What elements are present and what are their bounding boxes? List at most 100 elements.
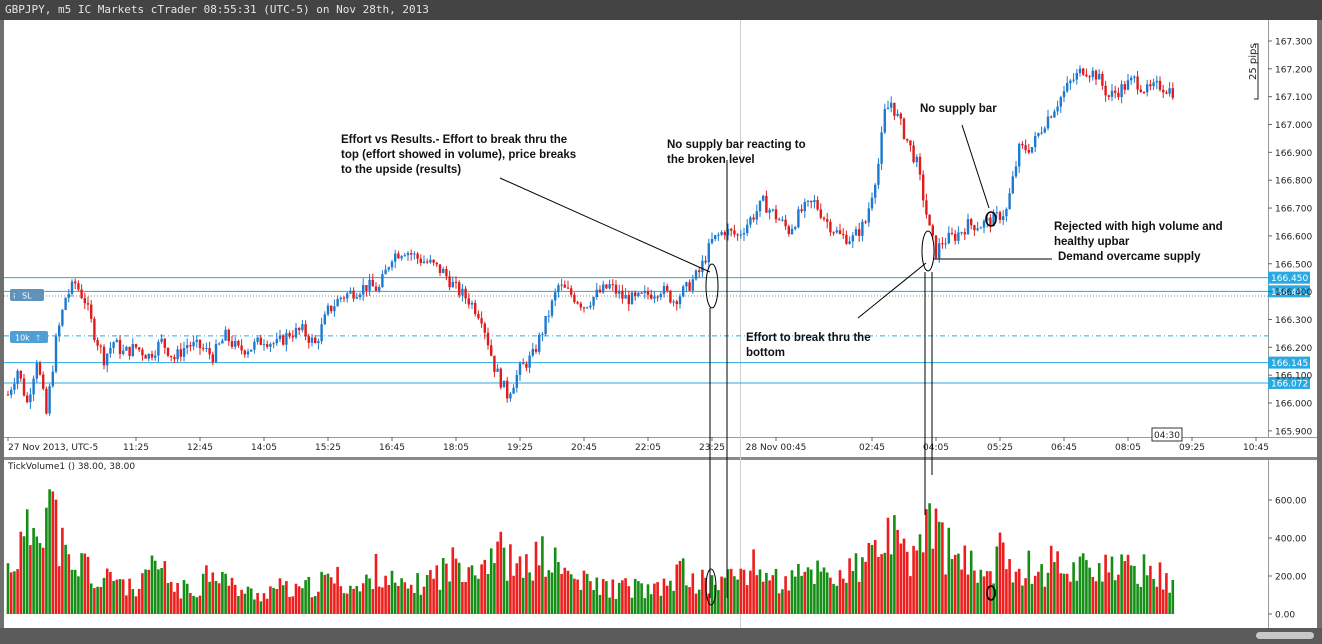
volume-bar xyxy=(899,543,903,614)
horizontal-scrollbar-track[interactable] xyxy=(0,628,1322,644)
candle-body xyxy=(138,347,141,350)
candle-body xyxy=(528,355,531,368)
volume-bar xyxy=(73,569,77,614)
candle-body xyxy=(291,336,294,338)
candle-body xyxy=(307,336,310,343)
volume-bar xyxy=(640,583,643,614)
volume-bar xyxy=(1001,542,1005,614)
volume-bar xyxy=(601,578,605,614)
candle-body xyxy=(675,301,678,305)
volume-bar xyxy=(953,554,957,614)
volume-bar xyxy=(825,572,829,614)
candle-body xyxy=(61,309,64,326)
candle-body xyxy=(874,184,877,198)
annotation-effort-results-line1: Effort vs Results.- Effort to break thru… xyxy=(341,134,568,146)
candle-body xyxy=(1149,84,1152,87)
volume-bar xyxy=(342,593,346,614)
annotation-drawings xyxy=(499,124,1052,606)
volume-bar xyxy=(256,592,259,614)
volume-bar xyxy=(976,582,979,614)
volume-bar xyxy=(880,554,883,614)
volume-bar xyxy=(115,579,119,614)
volume-bar xyxy=(886,517,890,614)
candle-body xyxy=(637,292,640,296)
annotation-rejected-line2: healthy upbar xyxy=(1054,236,1130,248)
candle-body xyxy=(54,336,58,372)
time-tick-label: 06:45 xyxy=(1051,443,1077,453)
candle-body xyxy=(1021,143,1024,146)
volume-bar xyxy=(48,489,51,614)
candle-body xyxy=(768,209,771,213)
volume-bar xyxy=(304,580,307,614)
candle-body xyxy=(403,255,406,257)
candle-body xyxy=(29,394,32,403)
volume-bar xyxy=(249,588,253,614)
volume-bar xyxy=(1005,569,1008,614)
candlestick-series xyxy=(6,65,1174,416)
candle-body xyxy=(957,232,960,241)
candle-body xyxy=(317,341,320,343)
candle-body xyxy=(48,386,51,414)
price-tick-label: 166.600 xyxy=(1275,232,1312,242)
volume-bar xyxy=(845,582,848,614)
candle-body xyxy=(982,220,986,228)
candle-body xyxy=(720,232,723,235)
volume-bar xyxy=(713,584,717,614)
volume-bar xyxy=(653,583,656,614)
position-tag[interactable]: 10k 🡑 xyxy=(10,331,48,343)
candle-body xyxy=(560,284,563,286)
candle-body xyxy=(518,363,522,375)
candle-body xyxy=(688,282,691,291)
candle-body xyxy=(752,217,755,220)
volume-bar xyxy=(349,585,352,614)
candle-body xyxy=(656,296,659,298)
candle-body xyxy=(1059,97,1062,107)
candle-body xyxy=(131,344,134,356)
candle-body xyxy=(1162,89,1165,93)
volume-bar xyxy=(102,577,106,614)
candle-body xyxy=(854,229,858,236)
horizontal-scrollbar-thumb[interactable] xyxy=(1256,632,1314,639)
candle-body xyxy=(154,355,157,358)
time-tick-label: 08:05 xyxy=(1115,443,1141,453)
volume-bar xyxy=(1014,571,1018,614)
panel-separator[interactable] xyxy=(4,457,1317,460)
volume-bar xyxy=(633,578,637,614)
volume-tick-label: 200.00 xyxy=(1275,573,1307,583)
volume-bar xyxy=(838,570,842,614)
volume-bar xyxy=(192,595,195,614)
sl-tag[interactable]: SL ⁞ xyxy=(10,289,44,301)
volume-bar xyxy=(989,571,992,614)
volume-bar xyxy=(800,575,803,614)
volume-bar xyxy=(445,563,448,614)
price-tick-label: 166.100 xyxy=(1275,372,1312,382)
candle-body xyxy=(320,324,323,342)
candle-body xyxy=(749,217,752,225)
candle-body xyxy=(1152,82,1155,87)
candle-body xyxy=(835,230,838,233)
price-tick-label: 167.100 xyxy=(1275,93,1312,103)
volume-bar xyxy=(557,562,560,614)
candle-body xyxy=(806,200,810,202)
volume-bar xyxy=(1046,572,1050,614)
volume-bar xyxy=(275,589,279,614)
candle-body xyxy=(531,349,534,356)
volume-bar xyxy=(531,580,535,614)
volume-bar xyxy=(45,507,48,614)
candle-body xyxy=(285,333,288,345)
volume-bar xyxy=(105,568,109,614)
candle-body xyxy=(1056,106,1059,112)
price-panel[interactable] xyxy=(4,20,1317,457)
volume-bar xyxy=(915,550,919,614)
candle-body xyxy=(544,315,547,335)
volume-bar xyxy=(662,578,666,614)
candle-body xyxy=(64,297,67,310)
candle-body xyxy=(1066,83,1069,92)
price-tick-label: 166.300 xyxy=(1275,316,1312,326)
volume-bar xyxy=(803,571,807,614)
candle-body xyxy=(1155,80,1158,83)
volume-tick-label: 0.00 xyxy=(1275,611,1295,621)
volume-bar xyxy=(368,578,371,614)
candle-body xyxy=(784,219,787,227)
